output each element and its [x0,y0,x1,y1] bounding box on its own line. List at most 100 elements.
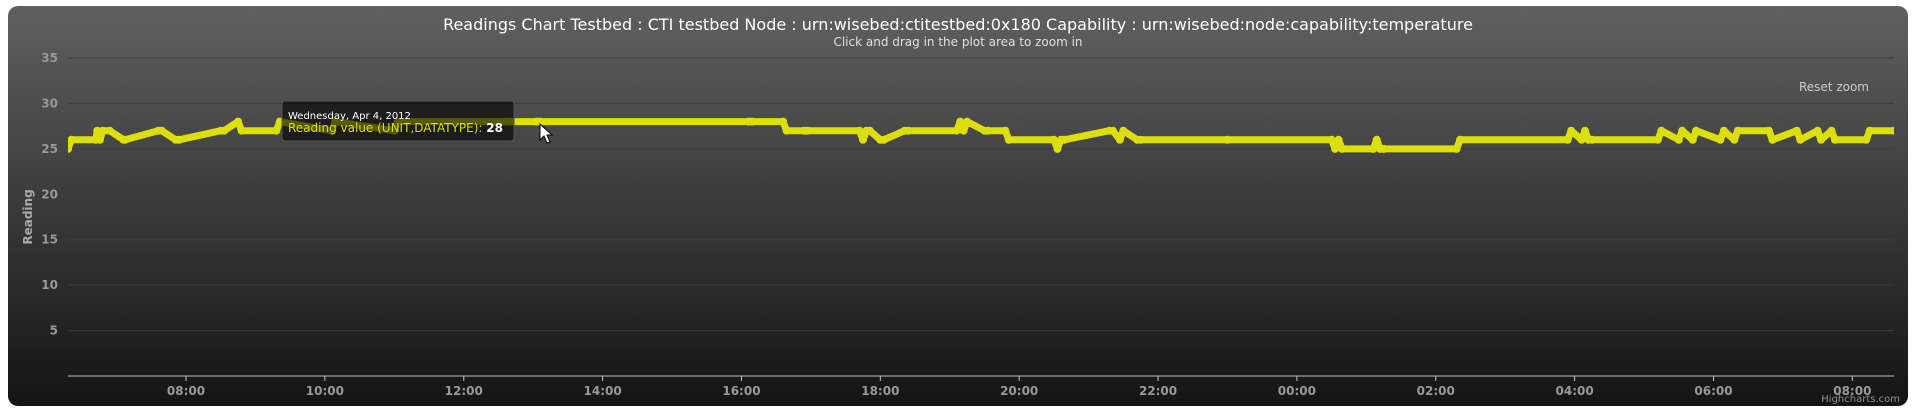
data-point[interactable] [1796,135,1805,144]
chart-title: Readings Chart Testbed : CTI testbed Nod… [443,15,1473,34]
data-point[interactable] [1813,126,1822,135]
tooltip-series-name: Reading value (UNIT,DATATYPE) [288,121,478,135]
x-tick-label: 10:00 [306,384,344,398]
data-point[interactable] [98,126,107,135]
x-tick-label: 08:00 [167,384,205,398]
data-point[interactable] [779,117,788,126]
data-point[interactable] [1862,135,1871,144]
data-point[interactable] [1657,126,1666,135]
data-point[interactable] [1653,135,1662,144]
data-point[interactable] [1733,126,1742,135]
plot-area[interactable] [64,117,1898,153]
y-axis-title: Reading [21,189,35,244]
data-point[interactable] [1817,135,1826,144]
data-point[interactable] [1456,135,1465,144]
y-tick-label: 30 [41,96,58,110]
data-point[interactable] [1223,135,1232,144]
data-point[interactable] [1577,135,1586,144]
data-point[interactable] [879,135,888,144]
x-tick-label: 08:00 [1833,384,1871,398]
data-point[interactable] [747,117,756,126]
x-tick-label: 18:00 [861,384,899,398]
data-point[interactable] [904,126,913,135]
y-tick-label: 5 [50,324,58,338]
data-point[interactable] [175,135,184,144]
data-point[interactable] [1692,126,1701,135]
reset-zoom-button[interactable]: Reset zoom [1792,76,1876,98]
data-point[interactable] [956,117,965,126]
data-point[interactable] [272,126,281,135]
data-point[interactable] [1108,126,1117,135]
data-point[interactable] [1688,135,1697,144]
y-axis-ticks: 5 10 15 20 25 30 35 [41,51,58,338]
data-point[interactable] [1053,144,1062,153]
data-point[interactable] [95,135,104,144]
data-point[interactable] [120,135,129,144]
y-tick-label: 20 [41,187,58,201]
data-point[interactable] [1563,135,1572,144]
credits-link[interactable]: Highcharts.com [1821,394,1900,405]
data-point[interactable] [803,126,812,135]
data-point[interactable] [1115,135,1124,144]
data-point[interactable] [859,135,867,144]
data-point[interactable] [1049,135,1058,144]
data-point[interactable] [1865,126,1874,135]
data-point[interactable] [782,126,791,135]
data-point[interactable] [1890,126,1898,135]
data-point[interactable] [1678,126,1687,135]
tooltip: Wednesday, Apr 4, 2012 Reading value (UN… [281,100,515,142]
data-point[interactable] [1372,135,1381,144]
mouse-cursor-icon [539,122,554,144]
data-point[interactable] [855,126,864,135]
data-point[interactable] [1581,126,1589,135]
data-point[interactable] [952,126,961,135]
data-point[interactable] [1452,144,1461,153]
data-point[interactable] [1827,126,1836,135]
x-tick-label: 00:00 [1278,384,1316,398]
data-point[interactable] [1334,135,1343,144]
data-point[interactable] [93,126,102,135]
data-point[interactable] [234,117,243,126]
data-point[interactable] [1674,135,1683,144]
x-tick-label: 06:00 [1694,384,1732,398]
data-point[interactable] [1588,135,1596,144]
data-point[interactable] [1765,126,1773,135]
data-point[interactable] [1327,135,1336,144]
data-point[interactable] [963,117,972,126]
data-point[interactable] [1001,126,1010,135]
data-point[interactable] [1060,135,1069,144]
data-point[interactable] [1792,126,1801,135]
data-point[interactable] [1730,135,1739,144]
chart-background [8,6,1908,406]
data-point[interactable] [1369,144,1378,153]
data-point[interactable] [1716,135,1725,144]
data-point[interactable] [1831,135,1839,144]
data-point[interactable] [865,126,874,135]
data-point[interactable] [1768,135,1777,144]
data-point[interactable] [105,126,114,135]
x-tick-label: 14:00 [584,384,622,398]
data-point[interactable] [1004,135,1013,144]
tooltip-separator: : [478,121,486,135]
data-point[interactable] [68,135,76,144]
y-tick-label: 10 [41,278,58,292]
data-point[interactable] [1379,144,1388,153]
data-point[interactable] [237,126,246,135]
data-point[interactable] [1331,144,1340,153]
data-point[interactable] [959,126,968,135]
x-tick-label: 12:00 [445,384,483,398]
tooltip-body: Reading value (UNIT,DATATYPE): 28 [288,121,503,135]
data-point[interactable] [157,126,166,135]
data-point[interactable] [220,126,229,135]
reset-zoom-label[interactable]: Reset zoom [1799,80,1869,94]
data-point[interactable] [1567,126,1576,135]
data-point[interactable] [1719,126,1728,135]
data-point[interactable] [983,126,992,135]
data-point[interactable] [64,144,72,153]
y-tick-label: 35 [41,51,58,65]
data-point[interactable] [1119,126,1128,135]
data-point[interactable] [536,117,545,126]
data-point[interactable] [1338,144,1346,153]
data-point[interactable] [1136,135,1145,144]
x-tick-label: 02:00 [1417,384,1455,398]
